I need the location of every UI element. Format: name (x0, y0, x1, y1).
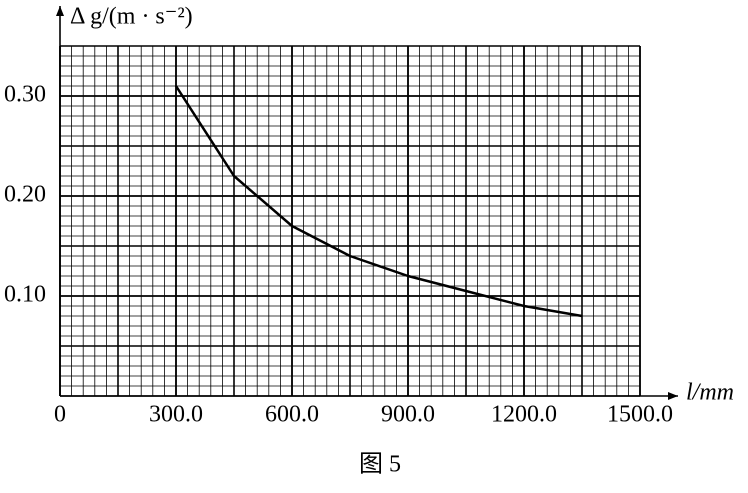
x-axis-label: l/mm (686, 380, 734, 406)
x-tick-label: 300.0 (149, 402, 203, 428)
data-line (174, 85, 583, 318)
y-axis-label: Δ g/(m · s⁻²) (70, 4, 193, 30)
x-tick-label: 0 (54, 402, 66, 428)
x-tick-label: 1200.0 (491, 402, 557, 428)
y-tick-label: 0.10 (4, 282, 46, 308)
x-tick-label: 900.0 (381, 402, 435, 428)
caption: 图 5 (359, 452, 401, 478)
y-axis-arrow (56, 6, 64, 16)
x-axis-arrow (668, 392, 678, 400)
x-tick-label: 600.0 (265, 402, 319, 428)
y-tick-label: 0.30 (4, 82, 46, 108)
y-tick-label: 0.20 (4, 182, 46, 208)
x-tick-label: 1500.0 (607, 402, 673, 428)
